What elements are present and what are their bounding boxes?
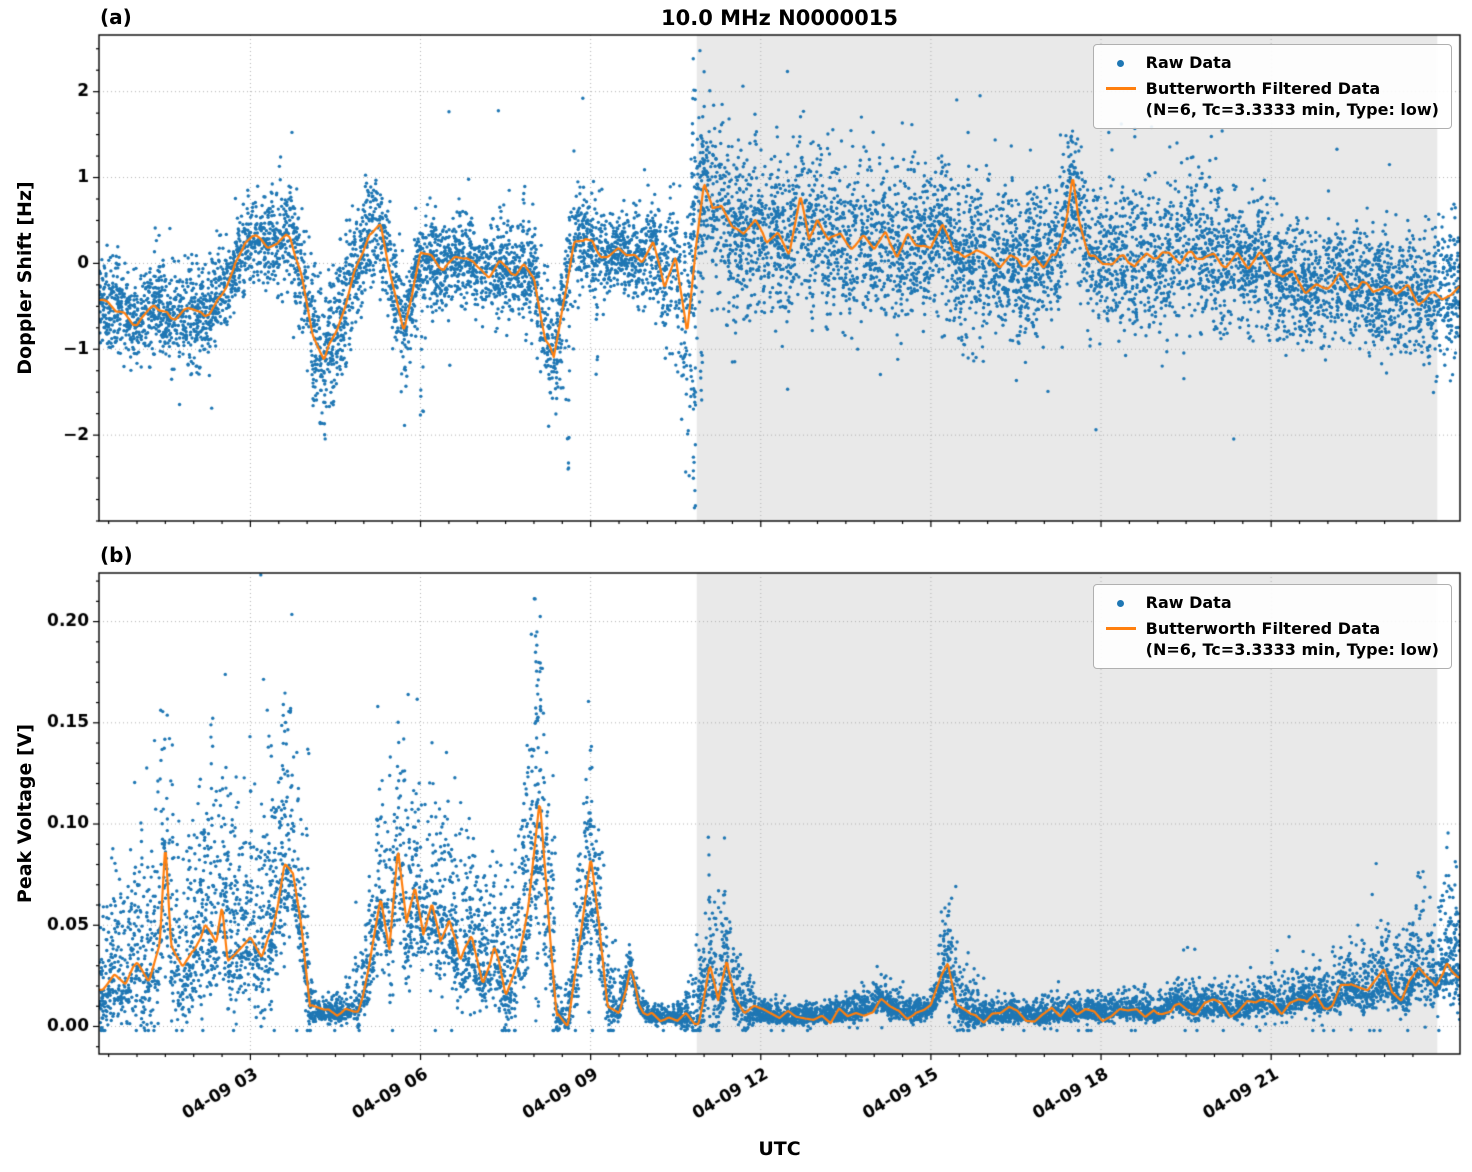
legend-raw-entry: Raw Data — [1104, 593, 1439, 614]
y-axis-label-voltage: Peak Voltage [V] — [14, 723, 36, 904]
panel-a-label: (a) — [100, 5, 132, 29]
legend-panel-b: Raw Data Butterworth Filtered Data (N=6,… — [1092, 584, 1452, 670]
legend-filtered-entry: Butterworth Filtered Data (N=6, Tc=3.333… — [1104, 619, 1439, 661]
chart-title: 10.0 MHz N0000015 — [661, 6, 898, 30]
legend-filtered-label: Butterworth Filtered Data (N=6, Tc=3.333… — [1146, 619, 1439, 661]
raw-data-marker-icon — [1104, 593, 1138, 613]
legend-filtered-params: (N=6, Tc=3.3333 min, Type: low) — [1145, 639, 1439, 659]
legend-filtered-title: Butterworth Filtered Data — [1145, 618, 1381, 638]
y-axis-label-doppler: Doppler Shift [Hz] — [14, 181, 36, 375]
legend-filtered-params: (N=6, Tc=3.3333 min, Type: low) — [1145, 99, 1439, 119]
legend-panel-a: Raw Data Butterworth Filtered Data (N=6,… — [1092, 44, 1452, 130]
x-axis-label: UTC — [758, 1138, 801, 1160]
legend-raw-entry: Raw Data — [1104, 53, 1439, 74]
legend-raw-label: Raw Data — [1145, 53, 1232, 72]
filtered-line-marker-icon — [1104, 79, 1138, 99]
raw-data-marker-icon — [1104, 53, 1138, 73]
panel-b-label: (b) — [100, 543, 133, 567]
legend-raw-label: Raw Data — [1145, 593, 1232, 612]
legend-filtered-title: Butterworth Filtered Data — [1145, 78, 1381, 98]
legend-filtered-label: Butterworth Filtered Data (N=6, Tc=3.333… — [1146, 79, 1439, 121]
legend-filtered-entry: Butterworth Filtered Data (N=6, Tc=3.333… — [1104, 79, 1439, 121]
filtered-line-marker-icon — [1104, 619, 1138, 639]
